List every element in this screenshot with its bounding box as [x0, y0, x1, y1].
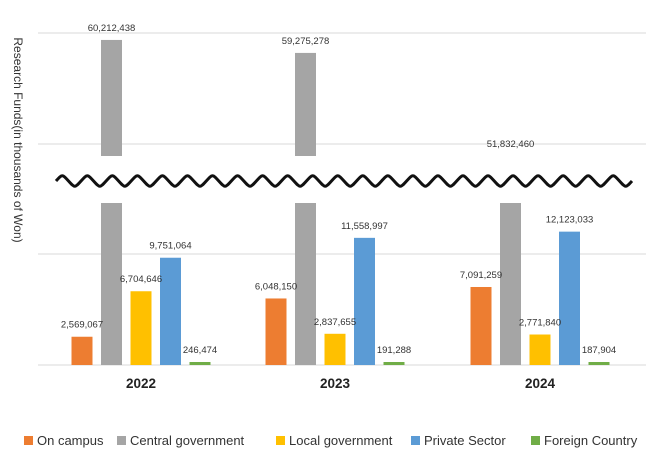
bar: [265, 298, 287, 365]
legend-swatch: [117, 436, 126, 445]
data-label: 246,474: [183, 345, 217, 356]
bar-upper: [295, 52, 316, 156]
bar: [470, 286, 492, 365]
category-label: 2023: [320, 376, 351, 391]
legend-label: Local government: [289, 433, 393, 448]
data-label: 2,837,655: [314, 317, 356, 328]
bar: [559, 231, 580, 365]
bar: [529, 334, 551, 365]
axis-break: [38, 160, 646, 200]
data-label: 11,558,997: [341, 221, 388, 232]
data-label: 60,212,438: [88, 23, 136, 34]
bar-upper: [101, 39, 122, 157]
legend-swatch: [24, 436, 33, 445]
data-label: 6,048,150: [255, 281, 297, 292]
data-label: 7,091,259: [460, 270, 502, 281]
bar: [71, 336, 93, 365]
category-label: 2022: [126, 376, 156, 391]
data-label: 6,704,646: [120, 274, 162, 285]
legend-swatch: [276, 436, 285, 445]
category-labels: 2022 2023 2024: [126, 376, 556, 391]
bar: [588, 362, 610, 365]
data-label: 2,771,840: [519, 318, 561, 329]
category-label: 2024: [525, 376, 556, 391]
data-label: 2,569,067: [61, 320, 103, 331]
legend-label: Private Sector: [424, 433, 506, 448]
bar: [189, 362, 211, 365]
data-label: 12,123,033: [546, 215, 594, 226]
bars: [71, 39, 610, 365]
bar-lower: [295, 203, 316, 365]
y-axis-label: Research Funds(in thousands of Won): [11, 37, 25, 242]
bar: [130, 291, 152, 365]
data-label: 9,751,064: [149, 241, 191, 252]
legend: On campus Central government Local governm…: [24, 433, 638, 448]
bar-lower: [101, 203, 122, 365]
data-label: 59,275,278: [282, 36, 330, 47]
bar: [354, 237, 375, 365]
data-label: 51,832,460: [487, 139, 535, 150]
break-wave: [54, 174, 634, 188]
legend-swatch: [411, 436, 420, 445]
data-label: 191,288: [377, 345, 411, 356]
bar: [383, 362, 405, 365]
legend-swatch: [531, 436, 540, 445]
bar-lower: [500, 203, 521, 365]
bar: [324, 333, 346, 365]
bar: [160, 257, 181, 365]
legend-label: On campus: [37, 433, 104, 448]
data-label: 187,904: [582, 345, 616, 356]
legend-label: Central government: [130, 433, 245, 448]
data-labels: 2,569,067 6,048,150 7,091,259 60,212,438 59,…: [61, 23, 616, 356]
legend-label: Foreign Country: [544, 433, 638, 448]
